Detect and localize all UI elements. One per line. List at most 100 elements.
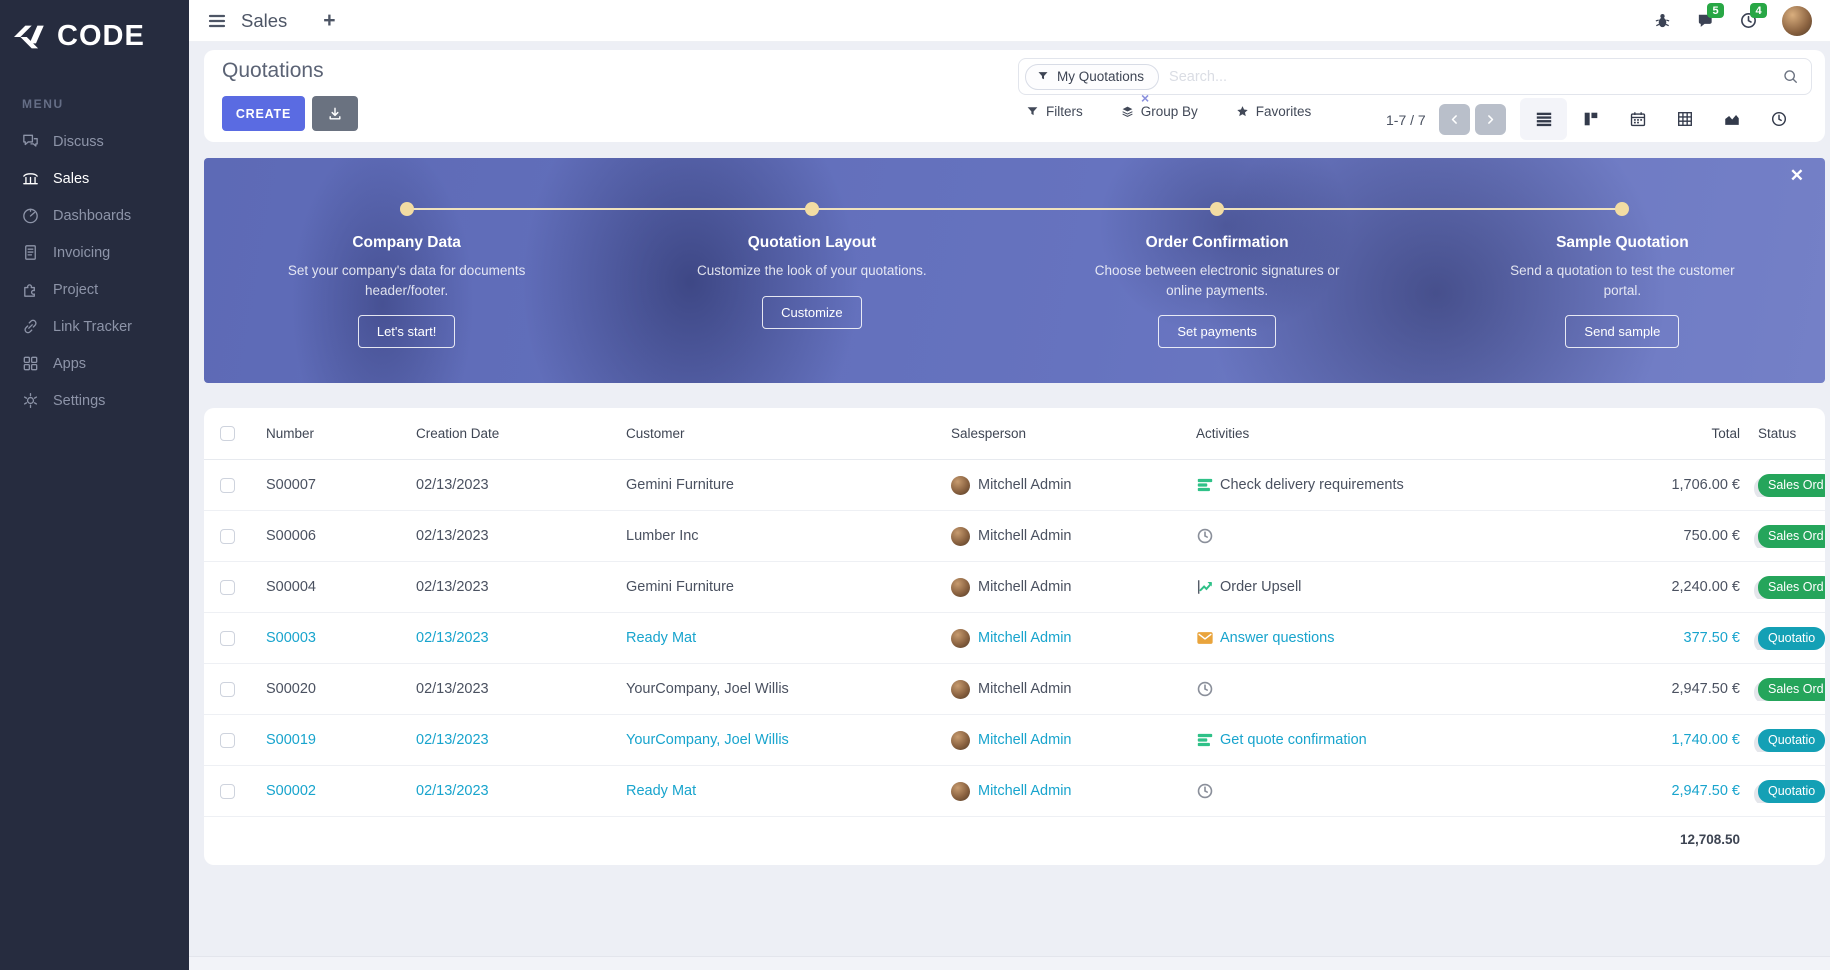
table-row[interactable]: S00007 02/13/2023 Gemini Furniture Mitch… <box>204 460 1825 511</box>
table-row[interactable]: S00003 02/13/2023 Ready Mat Mitchell Adm… <box>204 613 1825 664</box>
cell-customer: Ready Mat <box>626 630 697 646</box>
table-row[interactable]: S00020 02/13/2023 YourCompany, Joel Will… <box>204 664 1825 715</box>
table-row[interactable]: S00004 02/13/2023 Gemini Furniture Mitch… <box>204 562 1825 613</box>
cell-creation-date: 02/13/2023 <box>416 732 489 748</box>
cell-activities[interactable] <box>1180 782 1600 800</box>
sidebar-item-settings[interactable]: Settings <box>0 382 189 419</box>
sidebar-item-discuss[interactable]: Discuss <box>0 123 189 160</box>
table-row[interactable]: S00002 02/13/2023 Ready Mat Mitchell Adm… <box>204 766 1825 817</box>
table-footer-row: 12,708.50 <box>204 817 1825 861</box>
activities-button[interactable]: 4 <box>1739 3 1768 30</box>
sidebar-item-apps[interactable]: Apps <box>0 345 189 382</box>
step-sample-quotation: Sample Quotation Send a quotation to tes… <box>1420 158 1825 383</box>
cell-activities[interactable]: Get quote confirmation <box>1180 731 1600 749</box>
group-by-button[interactable]: Group By <box>1121 104 1198 119</box>
cell-customer: Ready Mat <box>626 783 697 799</box>
app-logo[interactable]: CODE <box>0 0 189 53</box>
create-button[interactable]: CREATE <box>222 96 305 131</box>
cell-activities[interactable]: Answer questions <box>1180 629 1600 647</box>
view-pivot-button[interactable] <box>1661 98 1708 140</box>
sidebar-item-project[interactable]: Project <box>0 271 189 308</box>
step-description: Customize the look of your quotations. <box>697 263 927 278</box>
cell-salesperson: Mitchell Admin <box>935 781 1180 801</box>
new-tab-button[interactable]: + <box>323 9 336 32</box>
search-facet-my-quotations[interactable]: My Quotations <box>1025 63 1160 90</box>
cell-number: S00003 <box>266 630 316 646</box>
filters-bar: Filters Group By Favorites <box>1026 104 1311 119</box>
table-row[interactable]: S00019 02/13/2023 YourCompany, Joel Will… <box>204 715 1825 766</box>
table-row[interactable]: S00006 02/13/2023 Lumber Inc Mitchell Ad… <box>204 511 1825 562</box>
invoicing-icon <box>25 245 36 260</box>
cell-status: Quotatio <box>1745 728 1825 752</box>
view-kanban-button[interactable] <box>1567 98 1614 140</box>
sidebar-item-sales[interactable]: Sales <box>0 160 189 197</box>
customize-button[interactable]: Customize <box>762 295 862 329</box>
search-input[interactable] <box>1159 68 1782 85</box>
send-sample-button[interactable]: Send sample <box>1565 315 1680 349</box>
sidebar-item-link-tracker[interactable]: Link Tracker <box>0 308 189 345</box>
row-checkbox[interactable] <box>219 681 235 697</box>
bottom-strip <box>189 956 1830 970</box>
row-checkbox[interactable] <box>219 477 235 493</box>
row-checkbox[interactable] <box>219 630 235 646</box>
row-checkbox[interactable] <box>219 579 235 595</box>
column-header-number[interactable]: Number <box>266 426 315 441</box>
sidebar-item-invoicing[interactable]: Invoicing <box>0 234 189 271</box>
column-header-total[interactable]: Total <box>1711 426 1740 441</box>
hamburger-menu-icon[interactable] <box>207 11 227 31</box>
debug-bug-icon[interactable] <box>1653 11 1672 30</box>
cell-activities[interactable] <box>1180 527 1600 545</box>
favorites-button[interactable]: Favorites <box>1236 104 1311 119</box>
row-checkbox[interactable] <box>219 732 235 748</box>
row-checkbox[interactable] <box>219 528 235 544</box>
search-bar[interactable]: My Quotations × <box>1018 58 1812 105</box>
pagination-prev-button[interactable] <box>1438 104 1470 135</box>
view-graph-button[interactable] <box>1708 98 1755 140</box>
logo-text: CODE <box>57 20 145 52</box>
cell-customer: Gemini Furniture <box>626 477 734 493</box>
column-header-status[interactable]: Status <box>1758 426 1797 441</box>
salesperson-avatar <box>951 781 970 801</box>
pivot-view-icon <box>1677 112 1692 126</box>
cell-customer: Lumber Inc <box>626 528 699 544</box>
cell-activities[interactable]: Order Upsell <box>1180 578 1600 596</box>
step-title: Sample Quotation <box>1556 234 1689 251</box>
clock-activity-icon <box>1196 527 1214 545</box>
view-list-button[interactable] <box>1520 98 1567 140</box>
search-icon[interactable] <box>1782 68 1799 85</box>
row-checkbox[interactable] <box>219 783 235 799</box>
sidebar-item-label: Settings <box>53 392 106 409</box>
step-quotation-layout: Quotation Layout Customize the look of y… <box>609 158 1014 383</box>
app-title[interactable]: Sales <box>241 9 288 31</box>
cell-activities[interactable]: Check delivery requirements <box>1180 476 1600 494</box>
salesperson-name: Mitchell Admin <box>978 732 1072 748</box>
filters-button[interactable]: Filters <box>1026 104 1083 119</box>
set-payments-button[interactable]: Set payments <box>1158 315 1276 349</box>
cell-customer: Gemini Furniture <box>626 579 734 595</box>
select-all-checkbox[interactable] <box>219 426 235 441</box>
cell-total: 2,240.00 € <box>1671 579 1740 595</box>
cell-activities[interactable] <box>1180 680 1600 698</box>
status-badge: Sales Ord <box>1758 524 1825 548</box>
clock-activity-icon <box>1196 782 1214 800</box>
column-header-creation-date[interactable]: Creation Date <box>416 426 500 441</box>
user-avatar[interactable] <box>1782 5 1812 36</box>
cell-creation-date: 02/13/2023 <box>416 783 489 799</box>
column-header-activities[interactable]: Activities <box>1196 426 1250 441</box>
messages-button[interactable]: 5 <box>1696 3 1725 30</box>
sidebar-item-label: Discuss <box>53 133 104 150</box>
sidebar-item-dashboards[interactable]: Dashboards <box>0 197 189 234</box>
column-header-salesperson[interactable]: Salesperson <box>951 426 1027 441</box>
cell-number: S00004 <box>266 579 316 595</box>
column-header-customer[interactable]: Customer <box>626 426 685 441</box>
list-view-icon <box>1536 112 1551 127</box>
lets-start-button[interactable]: Let's start! <box>357 315 456 349</box>
view-activity-button[interactable] <box>1755 98 1802 140</box>
banner-close-icon[interactable]: ✕ <box>1789 166 1804 185</box>
pagination-next-button[interactable] <box>1474 104 1506 135</box>
export-button[interactable] <box>312 96 358 131</box>
step-description: Set your company's data for documents he… <box>287 263 526 298</box>
facet-remove-icon[interactable]: × <box>1141 90 1150 106</box>
view-calendar-button[interactable] <box>1614 98 1661 140</box>
cell-number: S00002 <box>266 783 316 799</box>
